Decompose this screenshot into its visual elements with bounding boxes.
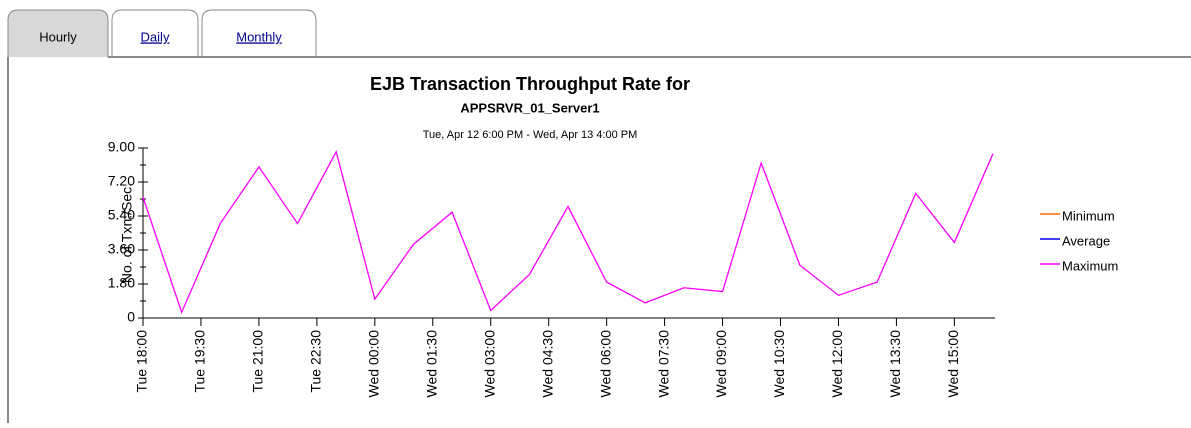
x-tick-label: Tue 22:30: [308, 330, 324, 393]
y-tick-label: 0: [127, 309, 135, 325]
date-range: Tue, Apr 12 6:00 PM - Wed, Apr 13 4:00 P…: [423, 129, 638, 141]
y-tick-label: 1.80: [108, 275, 135, 291]
chart-title: EJB Transaction Throughput Rate for: [370, 74, 690, 94]
y-tick-label: 3.60: [108, 241, 135, 257]
y-axis-label: No. of Txn./Sec.: [119, 183, 135, 283]
y-tick-label: 9.00: [108, 139, 135, 155]
tab-active[interactable]: Hourly: [39, 29, 77, 44]
x-tick-label: Wed 09:00: [713, 330, 729, 398]
x-tick-label: Wed 04:30: [539, 330, 555, 398]
legend-label: Maximum: [1062, 258, 1118, 273]
x-tick-label: Wed 03:00: [481, 330, 497, 398]
tab-link[interactable]: Daily: [141, 29, 170, 44]
chart-subtitle: APPSRVR_01_Server1: [460, 100, 599, 115]
tab-frame: [201, 9, 317, 57]
x-tick-label: Tue 21:00: [250, 330, 266, 393]
x-tick-label: Tue 18:00: [134, 330, 150, 393]
tab-frame: [7, 9, 109, 57]
legend-label: Minimum: [1062, 208, 1115, 223]
x-tick-label: Wed 15:00: [945, 330, 961, 398]
x-tick-label: Tue 19:30: [192, 330, 208, 393]
x-tick-label: Wed 06:00: [597, 330, 613, 398]
x-tick-label: Wed 10:30: [771, 330, 787, 398]
x-tick-label: Wed 01:30: [423, 330, 439, 398]
y-tick-label: 7.20: [108, 173, 135, 189]
y-tick-label: 5.40: [108, 207, 135, 223]
legend-label: Average: [1062, 233, 1110, 248]
x-tick-label: Wed 00:00: [366, 330, 382, 398]
x-tick-label: Wed 13:30: [887, 330, 903, 398]
series-line: [142, 150, 994, 315]
tab-link[interactable]: Monthly: [236, 29, 282, 44]
tab-frame: [111, 9, 199, 57]
x-tick-label: Wed 12:00: [829, 330, 845, 398]
x-tick-label: Wed 07:30: [655, 330, 671, 398]
